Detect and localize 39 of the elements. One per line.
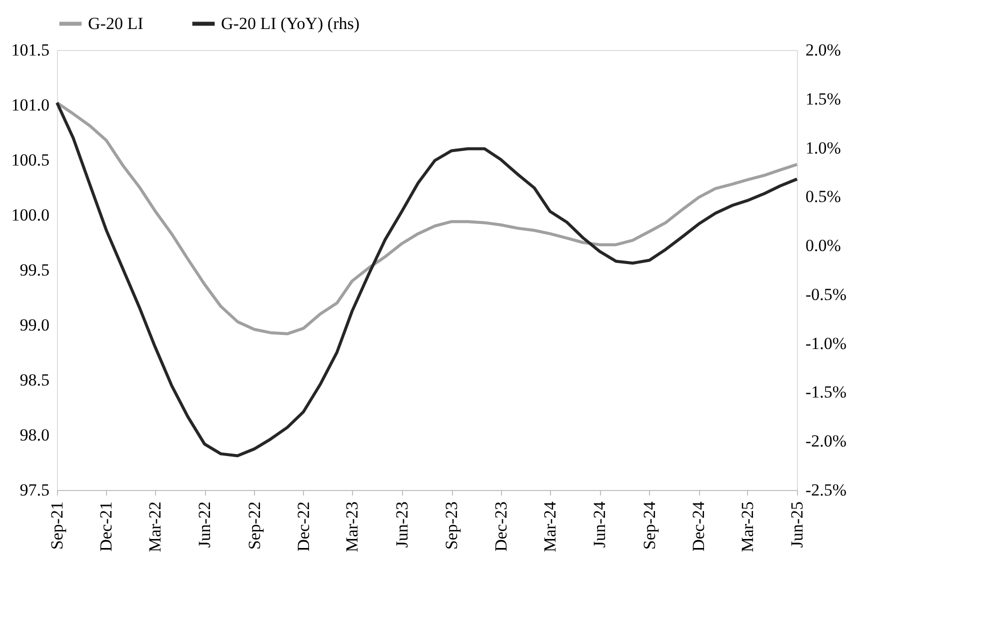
x-tick-label: Dec-23 <box>491 502 510 552</box>
legend-label: G-20 LI <box>88 14 144 33</box>
line-series <box>56 101 798 458</box>
x-tick-label: Dec-21 <box>96 502 116 552</box>
y-tick-label: 100.5 <box>11 150 50 170</box>
y2-tick-label: 1.0% <box>806 138 841 158</box>
x-tick-label: Sep-21 <box>48 502 66 550</box>
y-tick-label: 97.5 <box>20 480 50 500</box>
y-tick-label: 99.0 <box>20 316 50 334</box>
y2-tick-label: -1.5% <box>806 382 847 402</box>
x-tick-label: Mar-23 <box>342 502 362 552</box>
x-tick-label: Jun-24 <box>590 501 610 548</box>
y2-tick-label: 1.5% <box>806 89 841 108</box>
x-tick-label: Mar-25 <box>738 502 757 552</box>
y-tick-label: 100.0 <box>11 206 50 224</box>
x-tick-label: Dec-22 <box>294 502 313 552</box>
y2-tick-label: 2.0% <box>806 40 841 60</box>
y2-tick-label: -2.0% <box>806 432 847 451</box>
y-tick-label: 101.0 <box>11 96 50 114</box>
x-tick-label: Jun-22 <box>195 502 214 548</box>
x-tick-label: Sep-24 <box>640 501 659 550</box>
y-tick-label: 99.5 <box>20 260 50 280</box>
x-tick-label: Dec-24 <box>689 501 708 552</box>
y2-tick-label: -2.5% <box>806 480 847 500</box>
y-tick-label: 98.0 <box>20 426 50 444</box>
y-tick-label: 98.5 <box>20 370 50 390</box>
x-tick-label: Mar-22 <box>145 502 164 552</box>
x-tick-label: Sep-22 <box>244 502 264 550</box>
x-tick-label: Sep-23 <box>442 502 462 550</box>
y2-tick-label: 0.5% <box>806 187 841 206</box>
line-series <box>56 101 798 336</box>
x-tick-label: Jun-25 <box>788 502 806 548</box>
legend-label: G-20 LI (YoY) (rhs) <box>221 14 360 33</box>
y2-tick-label: 0.0% <box>806 236 841 256</box>
y2-tick-label: -1.0% <box>806 334 847 353</box>
x-tick-label: Mar-24 <box>540 501 560 552</box>
y2-tick-label: -0.5% <box>806 284 847 304</box>
x-tick-label: Jun-23 <box>392 502 412 548</box>
y-tick-label: 101.5 <box>11 40 50 60</box>
